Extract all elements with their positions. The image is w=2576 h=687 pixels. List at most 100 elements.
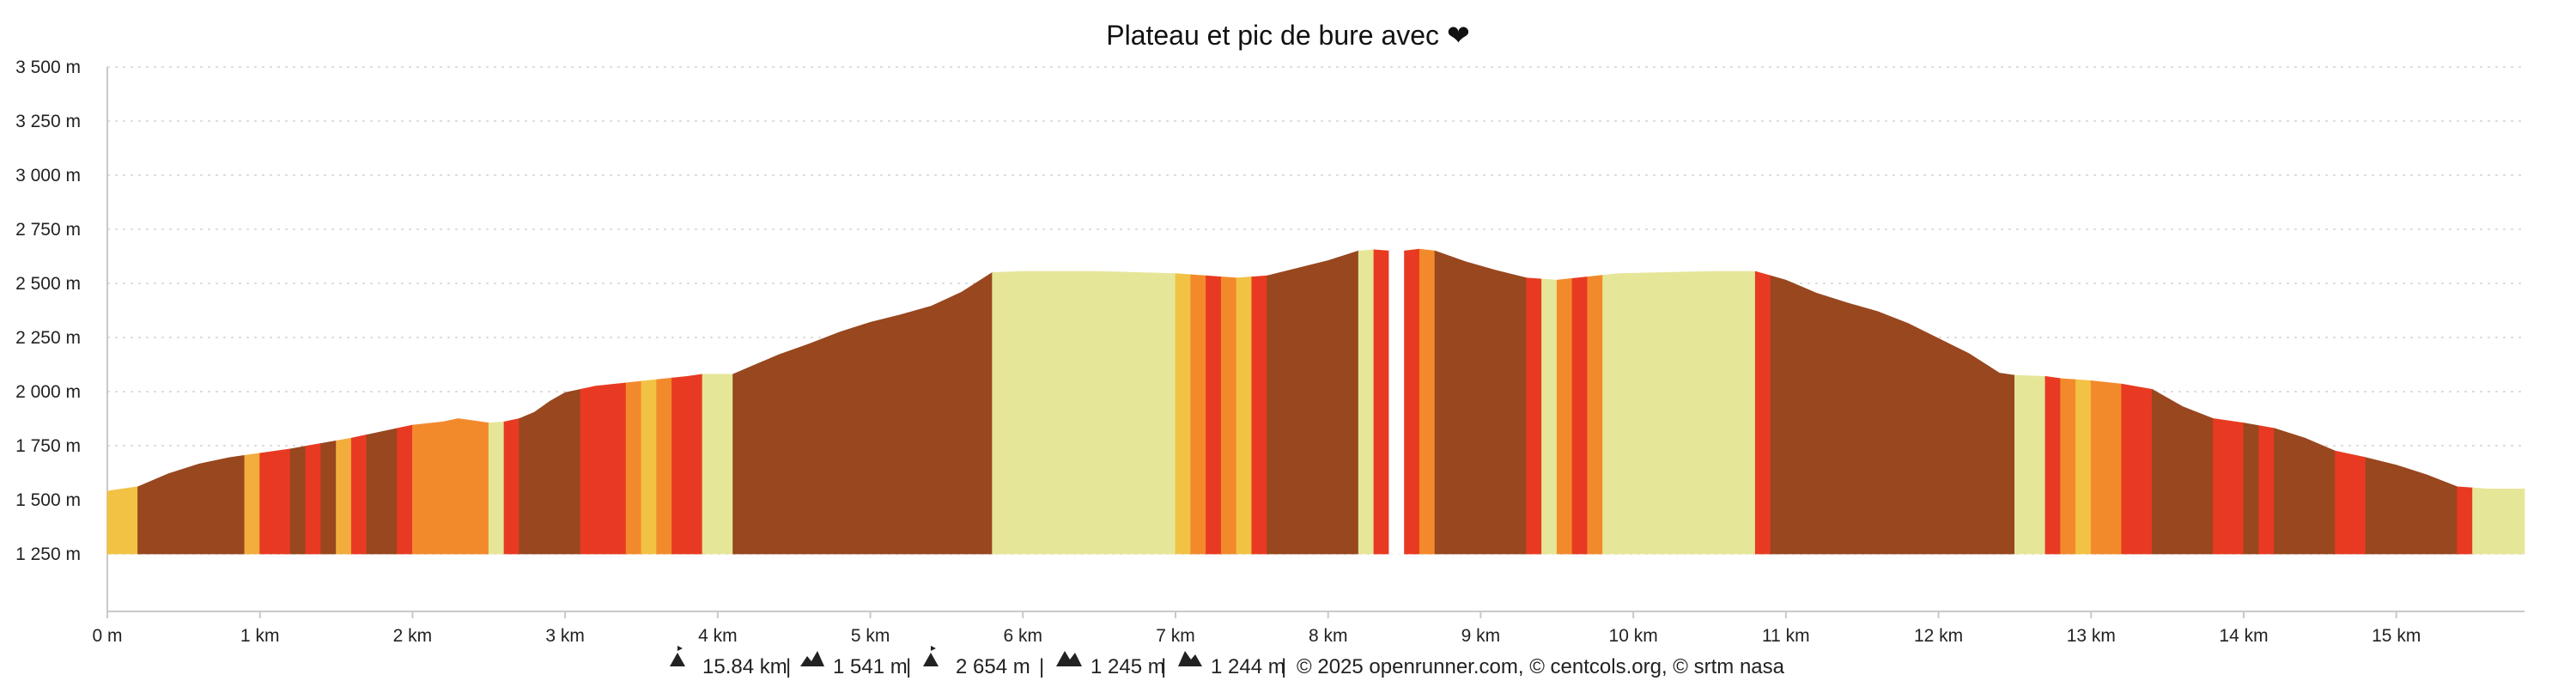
- y-tick-label: 1 500 m: [15, 490, 81, 510]
- slope-band: [2060, 378, 2076, 555]
- x-tick-label: 12 km: [1914, 626, 1963, 646]
- slope-band: [488, 421, 505, 555]
- x-tick-label: 9 km: [1461, 626, 1501, 646]
- slope-band: [1251, 275, 1268, 555]
- slope-band: [320, 440, 337, 555]
- slope-band: [1267, 250, 1359, 555]
- slope-band: [1571, 276, 1589, 555]
- separator: |: [786, 655, 791, 678]
- y-tick-label: 3 000 m: [15, 166, 81, 185]
- slope-band: [1526, 277, 1542, 555]
- slope-band: [625, 380, 642, 555]
- y-tick-label: 2 250 m: [15, 328, 81, 348]
- separator: |: [1281, 655, 1286, 678]
- y-tick-label: 2 500 m: [15, 274, 81, 294]
- ascent-icon: [800, 651, 824, 666]
- slope-band: [2243, 423, 2260, 555]
- x-tick-label: 4 km: [698, 626, 738, 646]
- chart-title: Plateau et pic de bure avec ❤: [1106, 20, 1470, 51]
- slope-band: [2274, 428, 2336, 555]
- x-tick-label: 13 km: [2067, 626, 2116, 646]
- slope-band: [2213, 418, 2245, 555]
- slope-band: [2044, 375, 2062, 555]
- slope-band: [412, 418, 489, 555]
- x-tick-label: 15 km: [2372, 626, 2421, 646]
- x-tick-label: 5 km: [851, 626, 890, 646]
- slope-band: [1419, 248, 1436, 555]
- distance-value: 15.84 km: [702, 655, 787, 678]
- slope-band: [137, 454, 246, 555]
- slope-band: [1190, 274, 1206, 555]
- x-tick-label: 2 km: [393, 626, 433, 646]
- slope-band: [336, 437, 352, 555]
- slope-band: [1754, 271, 1771, 555]
- y-tick-label: 1 250 m: [15, 544, 81, 564]
- slope-band: [2258, 425, 2275, 555]
- slope-band: [702, 374, 734, 555]
- x-tick-label: 3 km: [545, 626, 585, 646]
- slope-bands: [106, 248, 2525, 555]
- slope-band: [641, 379, 658, 555]
- y-axis: 1 250 m 1 500 m 1 750 m 2 000 m 2 250 m 2 500…: [15, 58, 108, 611]
- slope-band: [397, 424, 413, 555]
- slope-band: [1434, 250, 1528, 555]
- y-tick-label: 2 750 m: [15, 220, 81, 240]
- y-tick-label: 1 750 m: [15, 436, 81, 456]
- slope-band: [1556, 277, 1573, 555]
- y-tick-label: 2 000 m: [15, 382, 81, 402]
- slope-band: [519, 388, 581, 555]
- slope-band: [2014, 374, 2046, 555]
- max-altitude-icon: [923, 646, 939, 666]
- descent-value: 1 244 m: [1211, 655, 1285, 678]
- separator: |: [1039, 655, 1044, 678]
- x-tick-label: 7 km: [1156, 626, 1195, 646]
- x-tick-label: 10 km: [1609, 626, 1658, 646]
- ascent-value: 1 541 m: [833, 655, 908, 678]
- slope-band: [1358, 249, 1375, 555]
- x-tick-label: 8 km: [1309, 626, 1348, 646]
- slope-band: [1388, 250, 1405, 555]
- slope-band: [732, 271, 993, 555]
- min-altitude-value: 1 245 m: [1091, 655, 1165, 678]
- slope-band: [2090, 380, 2123, 555]
- slope-band: [350, 434, 368, 555]
- slope-band: [305, 443, 322, 555]
- slope-band: [259, 448, 291, 555]
- slope-band: [1770, 275, 2015, 555]
- separator: |: [906, 655, 911, 678]
- slope-band: [366, 428, 398, 555]
- y-tick-label: 3 250 m: [15, 112, 81, 131]
- min-altitude-icon: [1056, 651, 1082, 666]
- slope-band: [2457, 486, 2473, 555]
- slope-band: [2151, 388, 2214, 555]
- slope-band: [2121, 383, 2153, 555]
- slope-band: [1206, 275, 1222, 555]
- x-axis: 0 m 1 km 2 km 3 km 4 km 5 km 6 km 7 km 8 km 9 km 1…: [92, 611, 2524, 646]
- slope-band: [1541, 278, 1558, 555]
- x-tick-label: 11 km: [1762, 626, 1810, 646]
- slope-band: [289, 446, 307, 555]
- route-summary: 15.84 km | 1 541 m | 2 654 m | 1 245 m |…: [670, 646, 1785, 678]
- slope-band: [1220, 277, 1237, 555]
- slope-band: [1175, 273, 1192, 555]
- slope-band: [1236, 277, 1253, 555]
- slope-band: [1602, 271, 1756, 555]
- x-tick-label: 6 km: [1004, 626, 1043, 646]
- slope-band: [1587, 275, 1603, 555]
- slope-band: [1373, 249, 1390, 555]
- max-altitude-value: 2 654 m: [956, 655, 1030, 678]
- slope-band: [2472, 487, 2525, 555]
- credits: © 2025 openrunner.com, © centcols.org, ©…: [1297, 655, 1785, 678]
- slope-band: [2365, 457, 2458, 555]
- slope-band: [992, 271, 1176, 555]
- slope-band: [656, 377, 672, 555]
- slope-band: [106, 486, 138, 555]
- slope-band: [671, 374, 703, 555]
- separator: |: [1161, 655, 1166, 678]
- distance-icon: [670, 646, 685, 666]
- descent-icon: [1178, 651, 1202, 666]
- slope-band: [2075, 379, 2092, 555]
- x-tick-label: 14 km: [2219, 626, 2268, 646]
- x-tick-label: 1 km: [240, 626, 280, 646]
